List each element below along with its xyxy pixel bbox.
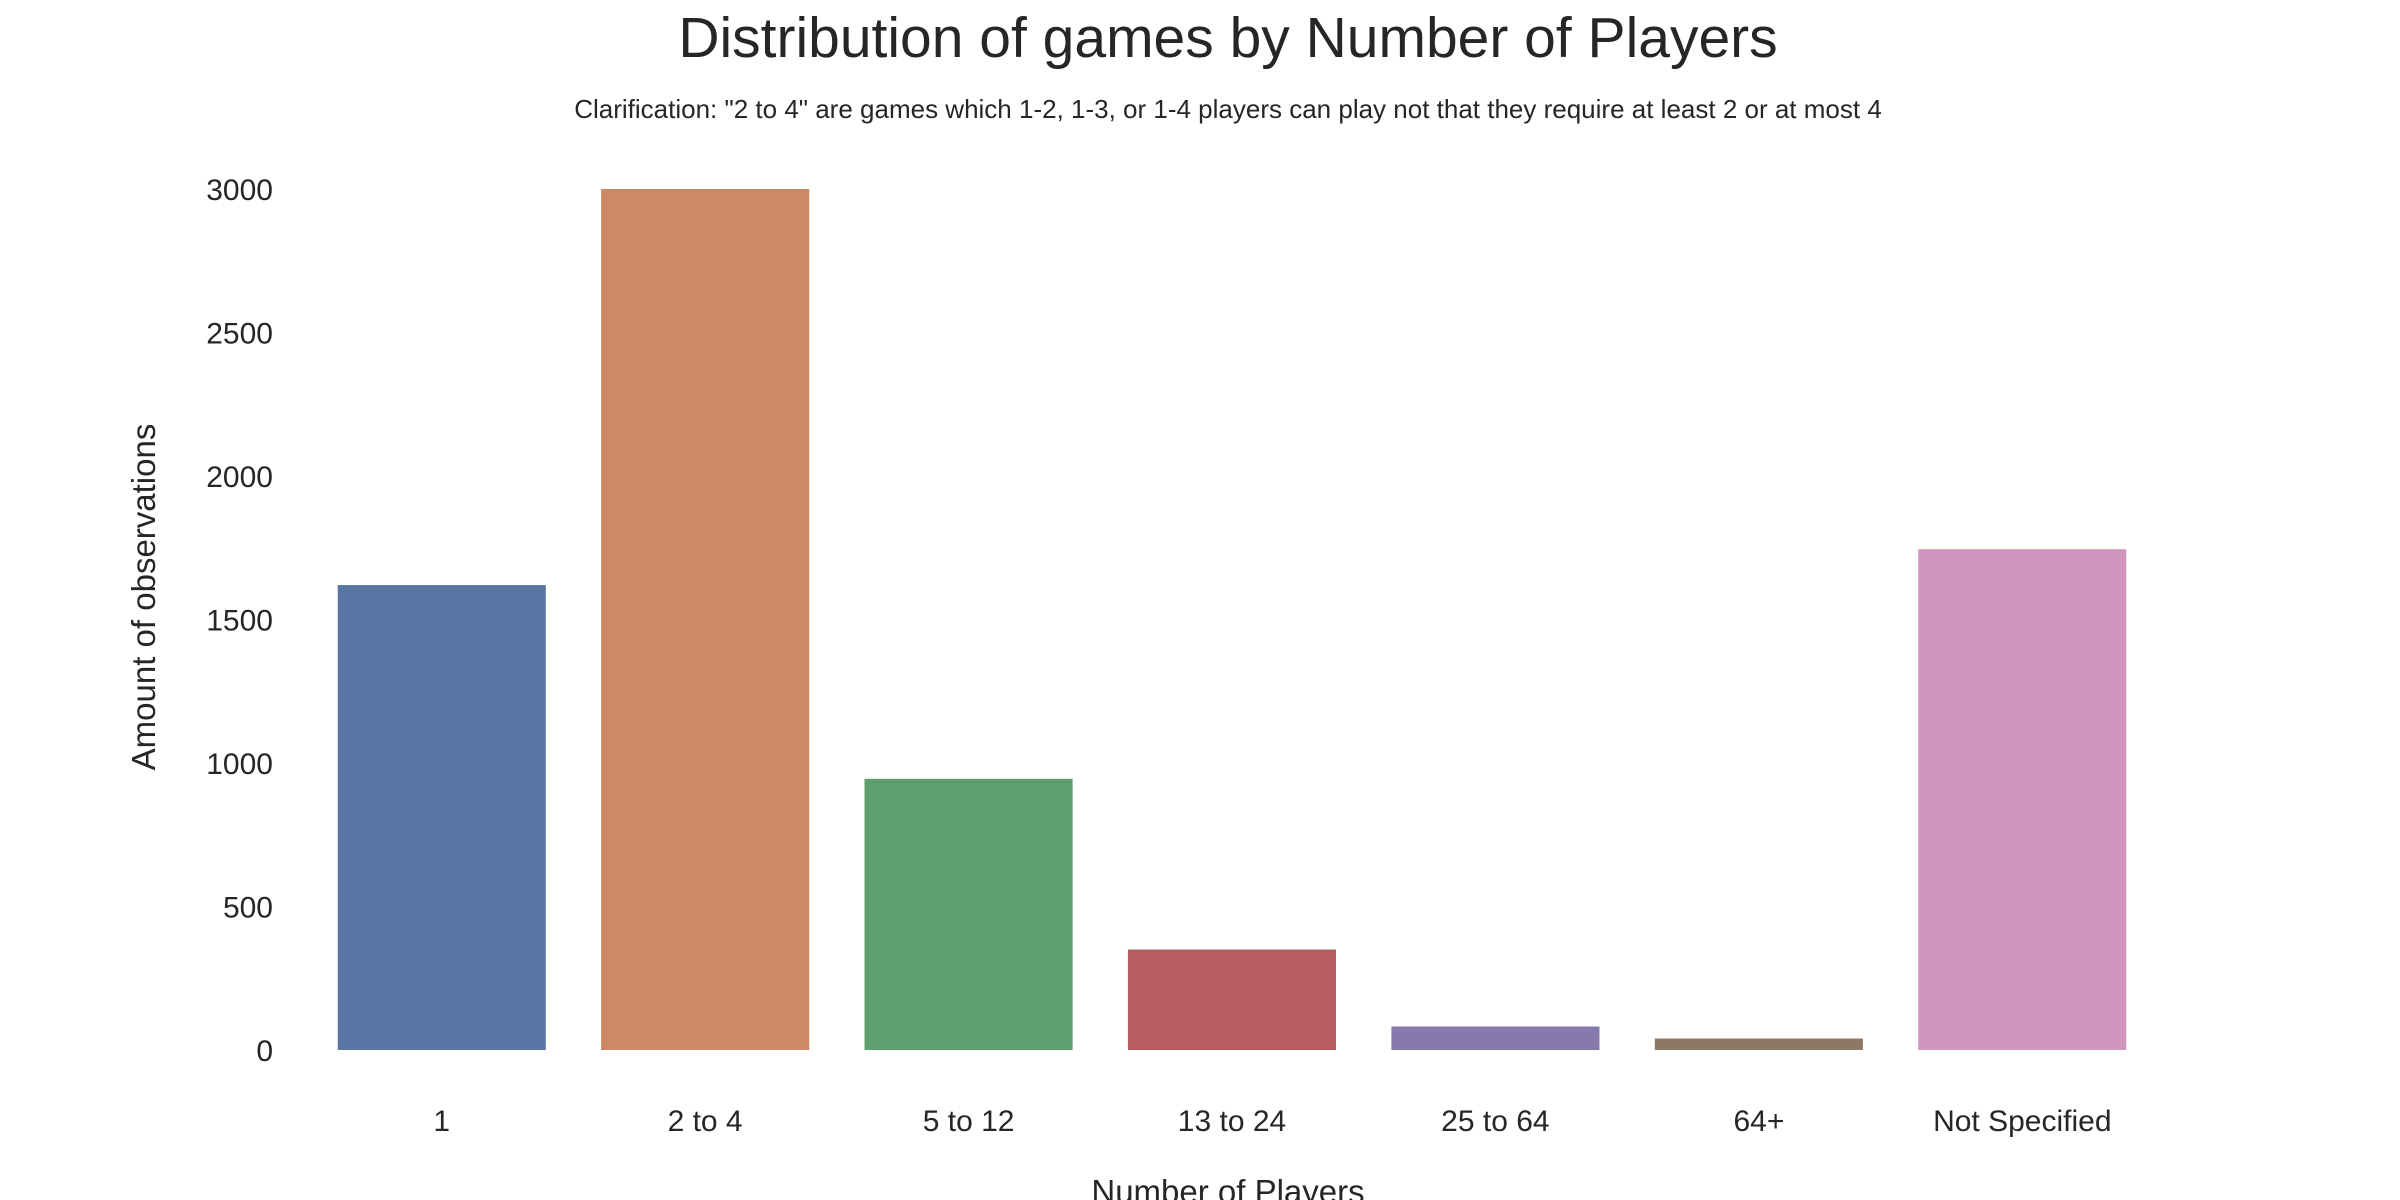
chart-title: Distribution of games by Number of Playe…: [678, 6, 1777, 70]
bar: [1918, 549, 2127, 1050]
x-axis-label: Number of Players: [1091, 1173, 1364, 1200]
x-axis-ticks: 1 2 to 4 5 to 12 13 to 24 25 to 64 64+ Not Spe…: [433, 1105, 2111, 1138]
y-tick-label: 2500: [206, 318, 273, 351]
x-tick-label: 2 to 4: [668, 1105, 743, 1138]
y-tick-label: 0: [256, 1035, 273, 1068]
x-tick-label: 64+: [1733, 1105, 1784, 1138]
x-tick-label: 5 to 12: [923, 1105, 1015, 1138]
bar: [864, 778, 1073, 1050]
bar: [1391, 1026, 1600, 1050]
x-tick-label: Not Specified: [1933, 1105, 2111, 1138]
bars-group: [337, 189, 2127, 1050]
y-tick-label: 1000: [206, 748, 273, 781]
y-tick-label: 1500: [206, 605, 273, 638]
y-tick-label: 2000: [206, 461, 273, 494]
y-tick-label: 500: [223, 892, 273, 925]
bar: [1654, 1038, 1863, 1050]
x-tick-label: 13 to 24: [1178, 1105, 1286, 1138]
bar: [1127, 949, 1336, 1050]
y-axis-label: Amount of observations: [125, 424, 162, 771]
bar: [337, 585, 546, 1050]
y-tick-label: 3000: [206, 174, 273, 207]
chart-subtitle: Clarification: "2 to 4" are games which …: [574, 94, 1882, 124]
bar: [601, 189, 810, 1050]
x-tick-label: 25 to 64: [1441, 1105, 1549, 1138]
y-axis-ticks: 0 500 1000 1500 2000 2500 3000: [206, 174, 273, 1068]
x-tick-label: 1: [433, 1105, 450, 1138]
